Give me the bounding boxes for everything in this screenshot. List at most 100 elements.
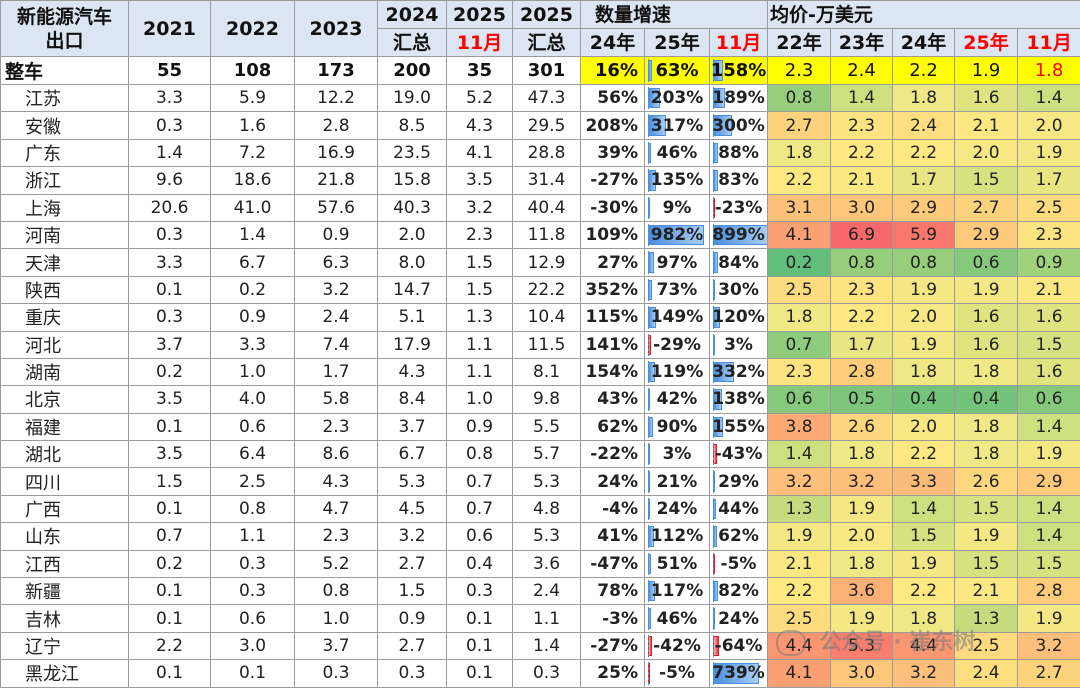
growth-24-cell: -4% <box>581 495 645 522</box>
growth-bar-axis <box>713 334 714 356</box>
price-cell: 1.8 <box>831 550 893 577</box>
growth-25-cell: -5% <box>645 660 710 687</box>
price-cell: 1.6 <box>955 85 1018 112</box>
growth-bar-axis <box>648 470 649 492</box>
volume-cell: 0.6 <box>211 605 295 632</box>
province-cell: 广东 <box>1 139 129 166</box>
price-cell: 1.8 <box>955 358 1018 385</box>
growth-25-cell: 203% <box>645 85 710 112</box>
province-cell: 辽宁 <box>1 632 129 659</box>
growth-11m-cell: 62% <box>710 523 768 550</box>
growth-bar-axis <box>648 251 649 273</box>
y2024-header-top: 2024 <box>378 1 447 29</box>
growth-value: 42% <box>657 389 698 409</box>
growth-value: 21% <box>657 472 698 492</box>
price-cell: 1.4 <box>1018 495 1080 522</box>
growth-11m-cell: 3% <box>710 331 768 358</box>
growth-25-cell: 46% <box>645 139 710 166</box>
growth-bar-axis <box>648 580 649 602</box>
volume-cell: 10.4 <box>513 304 581 331</box>
growth-value: 62% <box>718 526 759 546</box>
price-cell: 3.3 <box>893 468 955 495</box>
volume-cell: 11.5 <box>513 331 581 358</box>
price-cell: 2.5 <box>768 605 831 632</box>
growth-bar-axis <box>713 169 714 191</box>
volume-cell: 0.9 <box>447 413 513 440</box>
price-cell: 2.5 <box>768 276 831 303</box>
price-cell: 1.9 <box>831 605 893 632</box>
growth-11m-cell: 332% <box>710 358 768 385</box>
growth-24-cell: -3% <box>581 605 645 632</box>
growth-25-header: 25年 <box>645 29 710 57</box>
volume-cell: 19.0 <box>378 85 447 112</box>
volume-cell: 8.0 <box>378 249 447 276</box>
price-cell: 2.5 <box>955 632 1018 659</box>
growth-bar-axis <box>648 87 649 109</box>
growth-value: 982% <box>651 225 704 245</box>
growth-bar-axis <box>648 662 649 684</box>
growth-bar-axis <box>713 279 714 301</box>
volume-cell: 0.3 <box>378 660 447 687</box>
province-cell: 北京 <box>1 386 129 413</box>
volume-cell: 6.4 <box>211 441 295 468</box>
corner-header: 新能源汽车 出口 <box>1 1 129 57</box>
growth-25-cell: 63% <box>645 57 710 85</box>
growth-value: 30% <box>718 280 759 300</box>
volume-cell: 28.8 <box>513 139 581 166</box>
growth-11m-cell: 120% <box>710 304 768 331</box>
volume-cell: 9.8 <box>513 386 581 413</box>
volume-cell: 4.7 <box>295 495 378 522</box>
volume-cell: 0.7 <box>129 523 211 550</box>
y2025m-header-top: 2025 <box>447 1 513 29</box>
price-cell: 0.9 <box>1018 249 1080 276</box>
price-cell: 2.4 <box>831 57 893 85</box>
price-cell: 1.4 <box>831 85 893 112</box>
volume-cell: 7.2 <box>211 139 295 166</box>
growth-11m-cell: 158% <box>710 57 768 85</box>
volume-cell: 3.5 <box>129 441 211 468</box>
growth-value: 24% <box>657 499 698 519</box>
volume-cell: 8.6 <box>295 441 378 468</box>
volume-cell: 0.9 <box>295 221 378 248</box>
price-cell: 3.2 <box>1018 632 1080 659</box>
volume-cell: 18.6 <box>211 167 295 194</box>
growth-25-cell: 51% <box>645 550 710 577</box>
growth-25-cell: -42% <box>645 632 710 659</box>
y2025-header-bottom: 汇总 <box>513 29 581 57</box>
volume-cell: 0.3 <box>295 660 378 687</box>
province-cell: 四川 <box>1 468 129 495</box>
price-cell: 1.8 <box>893 358 955 385</box>
price-cell: 3.1 <box>768 194 831 221</box>
growth-value: 899% <box>712 225 765 245</box>
price-cell: 2.8 <box>831 358 893 385</box>
growth-value: 82% <box>718 581 759 601</box>
volume-cell: 0.4 <box>447 550 513 577</box>
volume-cell: 1.1 <box>211 523 295 550</box>
growth-25-cell: 112% <box>645 523 710 550</box>
price-cell: 1.8 <box>893 85 955 112</box>
volume-cell: 6.7 <box>211 249 295 276</box>
price-cell: 2.6 <box>955 468 1018 495</box>
growth-11m-header: 11月 <box>710 29 768 57</box>
price-cell: 1.4 <box>1018 85 1080 112</box>
volume-cell: 1.4 <box>211 221 295 248</box>
price-cell: 2.4 <box>955 660 1018 687</box>
province-cell: 新疆 <box>1 578 129 605</box>
growth-24-cell: 141% <box>581 331 645 358</box>
price-cell: 3.8 <box>768 413 831 440</box>
growth-value: 112% <box>651 526 704 546</box>
price-cell: 2.1 <box>955 578 1018 605</box>
growth-24-cell: 154% <box>581 358 645 385</box>
volume-cell: 2.5 <box>211 468 295 495</box>
growth-bar-axis <box>648 197 649 219</box>
growth-24-cell: 16% <box>581 57 645 85</box>
price-cell: 1.4 <box>893 495 955 522</box>
price-cell: 1.8 <box>1018 57 1080 85</box>
